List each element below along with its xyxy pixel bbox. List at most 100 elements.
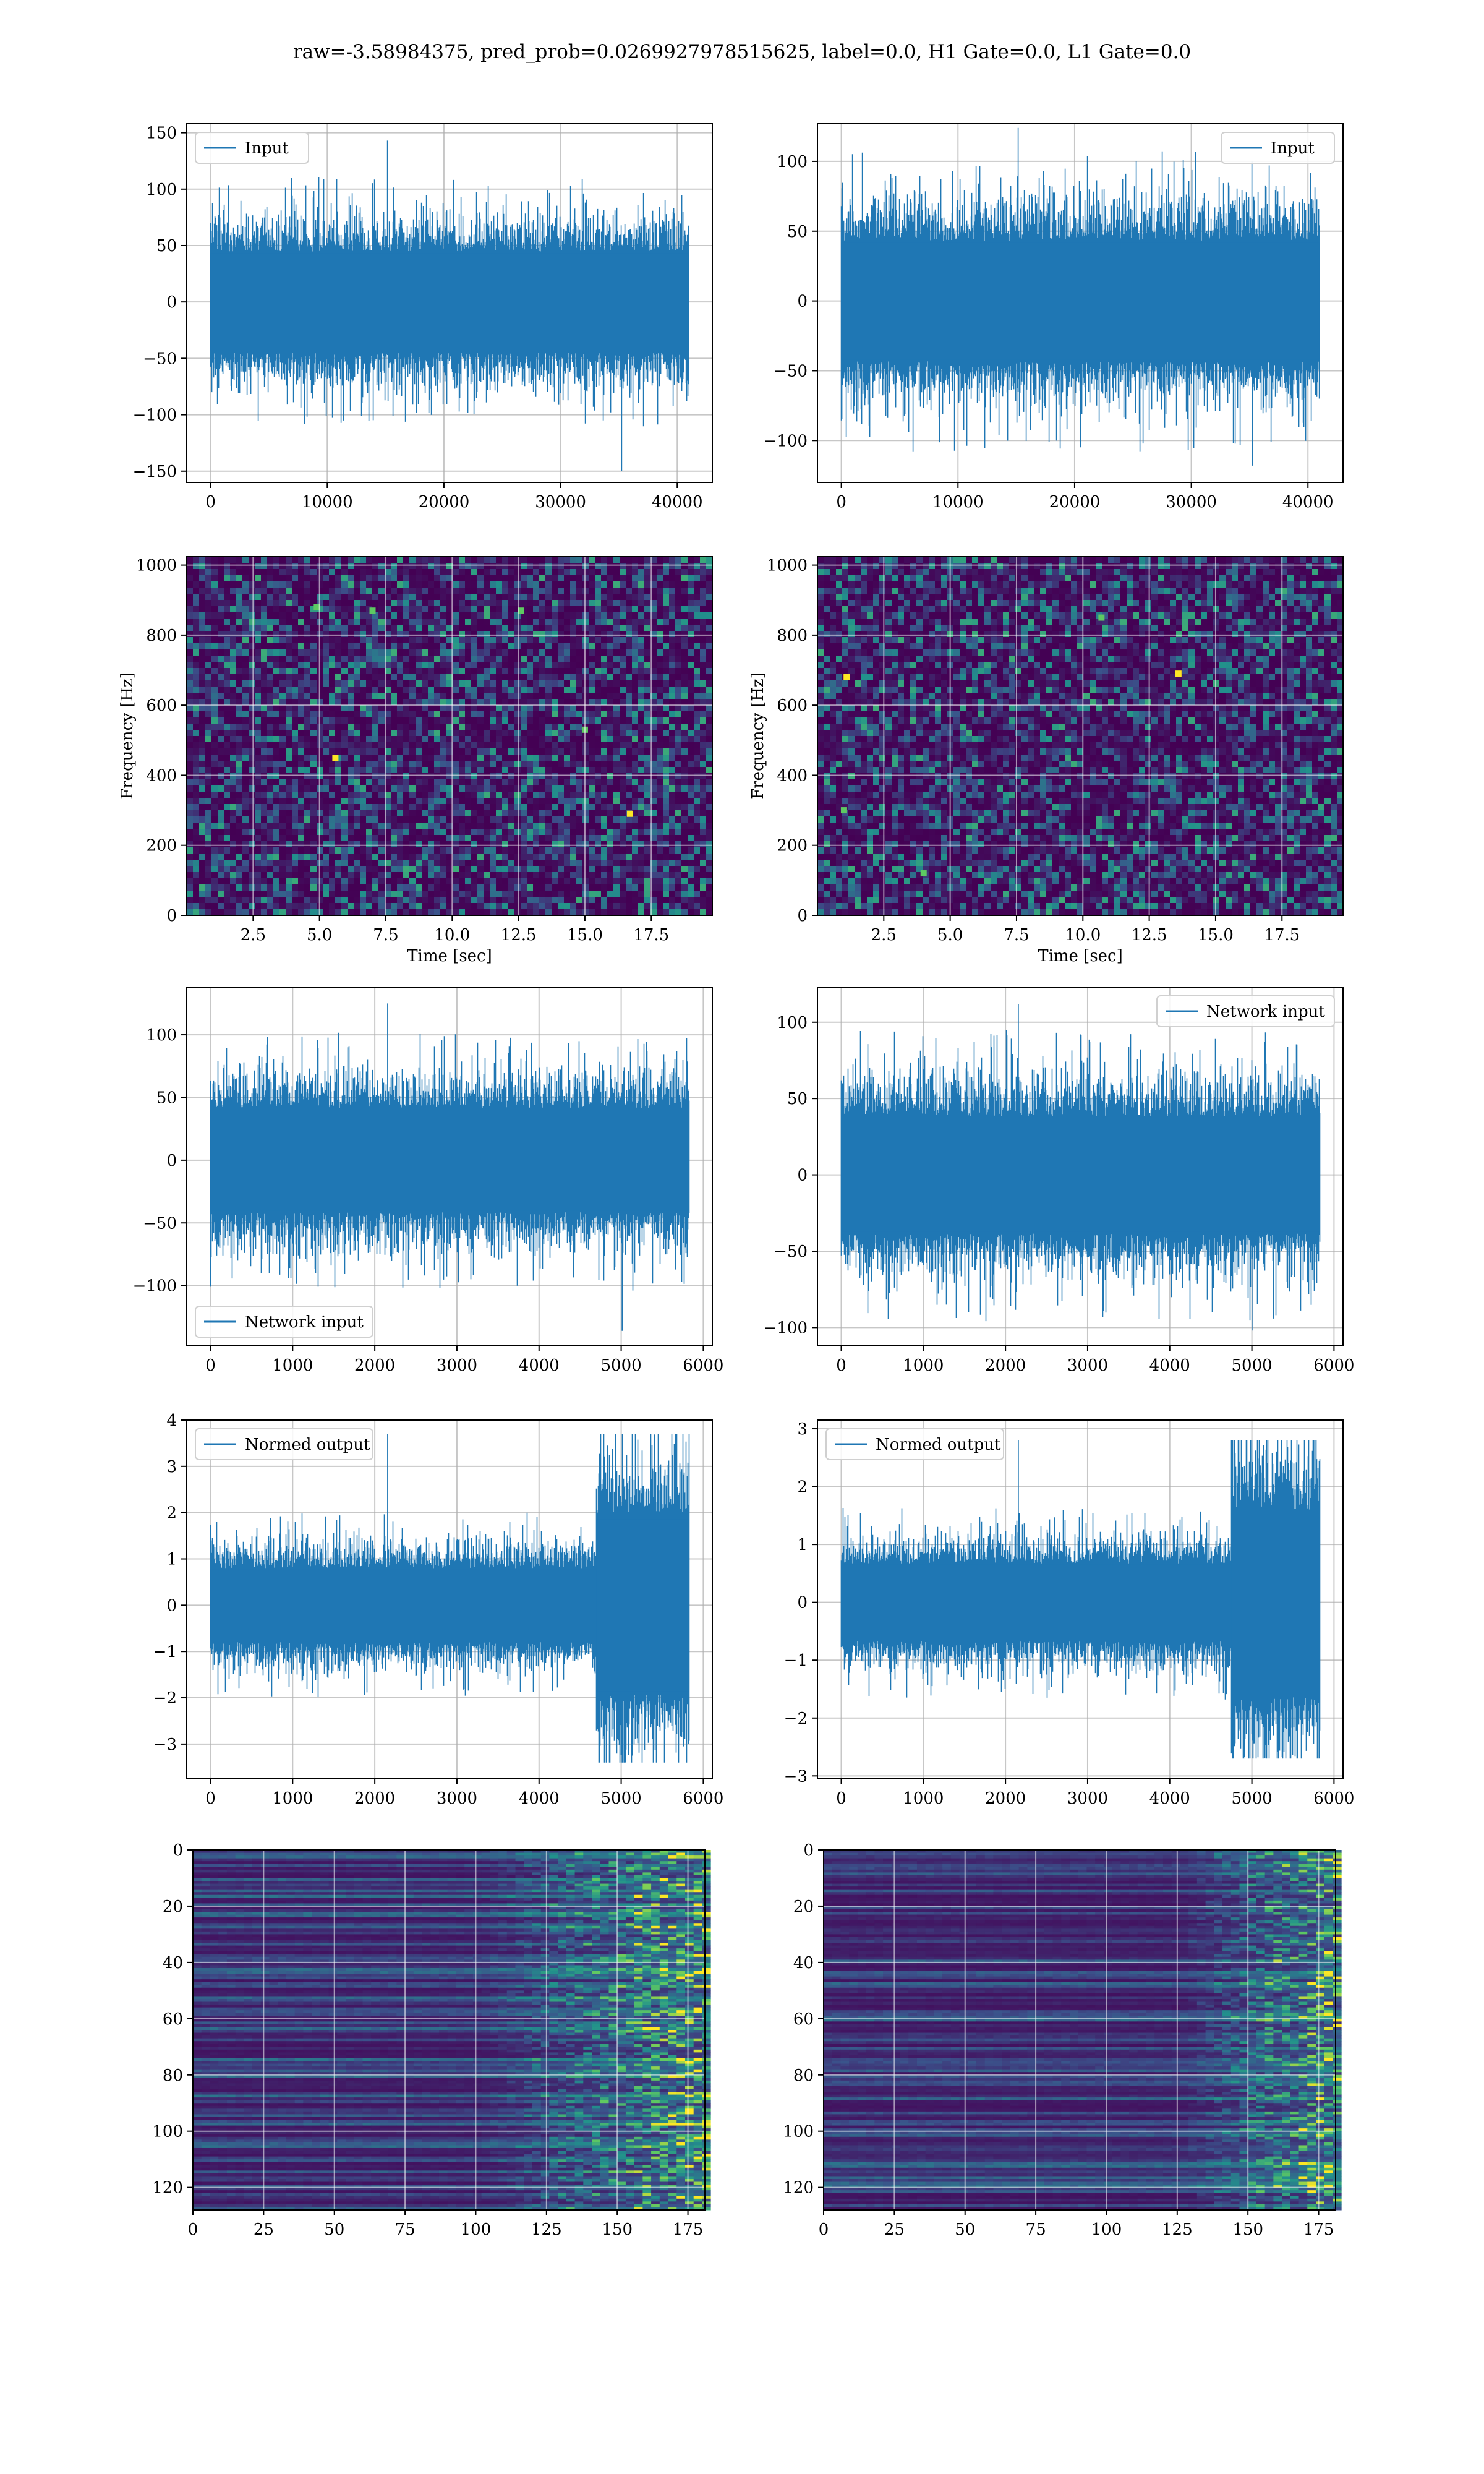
normed-output-h1-ytick-label: −3 [153,1736,177,1754]
normed-output-h1-xtick-label: 6000 [683,1789,723,1808]
input-h1-ytick-label: 50 [156,237,177,255]
feature-map-l1-xtick-label: 0 [819,2220,829,2239]
network-input-h1-ytick-label: −100 [133,1277,177,1296]
input-h1-ytick-label: −150 [133,463,177,481]
feature-map-h1-xtick-label: 125 [531,2220,562,2239]
normed-output-l1-xtick-label: 2000 [985,1789,1026,1808]
network-input-l1-xtick-label: 2000 [985,1356,1026,1375]
normed-output-l1-ytick-label: 0 [797,1594,808,1612]
input-l1-ytick-label: 0 [797,293,808,311]
feature-map-l1-ytick-label: 0 [803,1841,814,1860]
normed-output-l1-xtick-label: 0 [836,1789,846,1808]
normed-output-h1-xtick-label: 2000 [354,1789,395,1808]
feature-map-h1-xtick-label: 175 [673,2220,704,2239]
feature-map-h1-xtick-label: 0 [188,2220,198,2239]
spectrogram-h1-ytick-label: 0 [166,907,177,925]
input-h1-ytick-label: −100 [133,406,177,425]
network-input-l1-xtick-label: 0 [836,1356,846,1375]
normed-output-l1-ytick-label: −3 [784,1767,808,1786]
input-h1-ytick-label: 150 [146,124,177,143]
input-h1-xtick-label: 40000 [652,493,703,511]
normed-output-l1-xtick-label: 3000 [1067,1789,1108,1808]
normed-output-l1-xtick-label: 5000 [1231,1789,1272,1808]
network-input-h1-xtick-label: 4000 [519,1356,560,1375]
normed-output-l1-ytick-label: −1 [784,1651,808,1670]
normed-output-h1-ytick-label: 1 [166,1551,177,1569]
spectrogram-h1-xtick-label: 17.5 [633,926,669,944]
input-h1-xtick-label: 30000 [535,493,586,511]
spectrogram-l1-ytick-label: 600 [777,696,808,715]
feature-map-l1-xtick-label: 150 [1232,2220,1263,2239]
spectrogram-l1-ytick-label: 800 [777,627,808,645]
feature-map-h1-ytick-label: 100 [152,2123,183,2141]
spectrogram-h1-xtick-label: 15.0 [567,926,603,944]
normed-output-h1-legend: Normed output [195,1429,373,1460]
feature-map-h1-ytick-label: 0 [173,1841,183,1860]
spectrogram-h1-ytick-label: 600 [146,696,177,715]
spectrogram-l1-xtick-label: 10.0 [1065,926,1101,944]
network-input-l1-xtick-label: 6000 [1313,1356,1354,1375]
normed-output-h1-xtick-label: 4000 [519,1789,560,1808]
normed-output-h1-xtick-label: 0 [205,1789,216,1808]
spectrogram-l1-xtick-label: 2.5 [871,926,897,944]
input-l1-ytick-label: −100 [764,432,808,450]
input-l1-ytick-label: 100 [777,153,808,171]
input-h1-xtick-label: 0 [205,493,216,511]
spectrogram-h1-hot-spot [370,607,376,614]
input-l1-xtick-label: 30000 [1166,493,1217,511]
network-input-l1-xtick-label: 3000 [1067,1356,1108,1375]
input-h1-ytick-label: 0 [166,293,177,312]
normed-output-h1-ytick-label: 4 [166,1411,177,1430]
feature-map-h1-xtick-label: 50 [324,2220,344,2239]
spectrogram-l1-ytick-label: 400 [777,766,808,785]
spectrogram-h1-image [187,557,712,915]
feature-map-l1-ytick-label: 40 [793,1954,814,1972]
feature-map-l1-image [824,1850,1342,2211]
network-input-l1-series-core [842,1118,1320,1232]
normed-output-h1-ytick-label: 0 [166,1596,177,1615]
spectrogram-h1-hot-spot [627,811,633,817]
feature-map-h1-xtick-label: 150 [602,2220,633,2239]
normed-output-h1-ytick-label: 3 [166,1458,177,1476]
spectrogram-h1-ytick-label: 200 [146,837,177,855]
spectrogram-h1-hot-spot [332,755,338,761]
spectrogram-l1-xtick-label: 12.5 [1132,926,1167,944]
network-input-h1-xtick-label: 5000 [600,1356,641,1375]
input-l1-legend: Input [1221,132,1334,163]
input-l1-xtick-label: 20000 [1049,493,1101,511]
spectrogram-h1-xtick-label: 2.5 [241,926,266,944]
feature-map-h1-xtick-label: 75 [395,2220,416,2239]
normed-output-h1-series-burst [597,1519,689,1691]
feature-map-h1-ytick-label: 60 [163,2010,183,2029]
normed-output-h1-ytick-label: −2 [153,1689,177,1708]
input-l1-ytick-label: −50 [774,362,808,380]
network-input-h1-ytick-label: 50 [156,1089,177,1107]
spectrogram-l1-ylabel: Frequency [Hz] [749,672,767,800]
spectrogram-h1-xtick-label: 7.5 [373,926,398,944]
normed-output-l1-ytick-label: 3 [797,1420,808,1439]
input-h1-xtick-label: 20000 [419,493,470,511]
normed-output-l1-series-burst [1231,1513,1320,1692]
normed-output-l1-xtick-label: 4000 [1149,1789,1190,1808]
spectrogram-h1-xtick-label: 12.5 [501,926,537,944]
feature-map-l1-xtick-label: 100 [1091,2220,1122,2239]
spectrogram-h1-xtick-label: 5.0 [307,926,332,944]
network-input-h1-legend-label: Network input [245,1313,364,1332]
normed-output-l1-xtick-label: 6000 [1313,1789,1354,1808]
feature-map-h1-xtick-label: 25 [254,2220,274,2239]
feature-map-h1-ytick-label: 80 [163,2066,183,2085]
spectrogram-l1-xtick-label: 5.0 [937,926,963,944]
input-h1-xtick-label: 10000 [302,493,353,511]
feature-map-h1-image [193,1850,711,2211]
input-l1-xtick-label: 10000 [932,493,984,511]
spectrogram-l1-hot-spot [843,674,850,680]
network-input-l1-ytick-label: −50 [774,1243,808,1261]
input-h1-series-core [211,253,689,351]
feature-map-l1-ytick-label: 120 [783,2179,814,2198]
spectrogram-l1-hot-spot [1175,670,1182,677]
spectrogram-l1-image [817,557,1343,915]
normed-output-h1-ytick-label: −1 [153,1643,177,1661]
network-input-h1-ytick-label: −50 [143,1214,177,1233]
spectrogram-l1-ytick-label: 200 [777,837,808,855]
